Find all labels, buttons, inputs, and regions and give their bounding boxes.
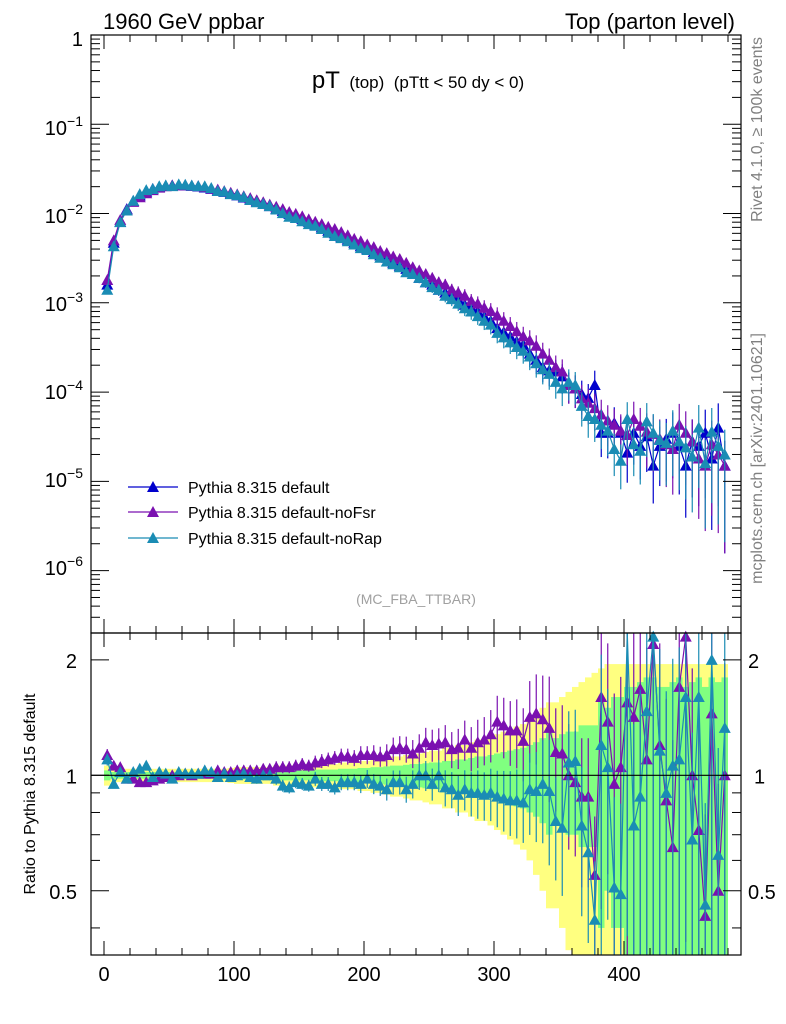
ratio-tick-label-2: 2 (66, 651, 77, 673)
analysis-watermark: (MC_FBA_TTBAR) (356, 591, 476, 607)
x-tick-label-0: 0 (98, 964, 109, 986)
axes-ticks (91, 34, 741, 955)
legend-marker-norap (147, 532, 159, 543)
mcplots-reference-label: mcplots.cern.ch [arXiv:2401.10621] (749, 333, 766, 584)
ratio-band-inner (591, 725, 598, 848)
ratio-point (595, 738, 608, 750)
ratio-line-1 (106, 632, 726, 920)
series-line-2 (106, 183, 726, 464)
y-tick-label-1e-4: 10−4 (45, 377, 83, 404)
legend-marker-default (147, 481, 159, 492)
rivet-version-label: Rivet 4.1.0, ≥ 100k events (749, 37, 766, 222)
plot-title: pT (top) (pTtt < 50 dy < 0) (312, 67, 524, 94)
legend-marker-nofsr (147, 506, 159, 517)
ratio-tick-label-0.5-right: 0.5 (748, 882, 776, 904)
legend-entry-nofsr: Pythia 8.315 default-noFsr (128, 505, 376, 522)
y-tick-label-1e-6: 10−6 (45, 553, 83, 580)
header-energy: 1960 GeV ppbar (103, 9, 264, 34)
ratio-tick-label-1: 1 (66, 766, 77, 788)
legend-entry-norap: Pythia 8.315 default-noRap (128, 531, 382, 548)
header-process: Top (parton level) (565, 9, 735, 34)
main-series-layer (101, 178, 731, 554)
x-tick-label-400: 400 (607, 964, 640, 986)
ratio-series-layer (101, 630, 731, 955)
legend-entry-default: Pythia 8.315 default (128, 480, 330, 497)
ratio-y-axis-label: Ratio to Pythia 8.315 default (22, 693, 39, 895)
y-tick-label-1: 1 (72, 29, 83, 51)
ratio-point (634, 682, 647, 694)
legend-label-default: Pythia 8.315 default (188, 480, 330, 497)
ratio-tick-label-1-right: 1 (754, 766, 765, 788)
data-point (692, 421, 705, 433)
y-tick-label-1e-1: 10−1 (45, 113, 83, 140)
ratio-point (692, 691, 705, 703)
y-tick-label-1e-2: 10−2 (45, 201, 83, 228)
ratio-point (101, 753, 114, 765)
plot-title-sub1: (top) (349, 73, 384, 92)
ratio-tick-label-0.5: 0.5 (49, 882, 77, 904)
legend: Pythia 8.315 default Pythia 8.315 defaul… (128, 480, 382, 548)
x-tick-label-100: 100 (217, 964, 250, 986)
data-point (621, 412, 634, 424)
ratio-uncertainty-bands (104, 664, 728, 955)
plot-title-sub2: (pTtt < 50 dy < 0) (394, 73, 524, 92)
x-tick-label-300: 300 (477, 964, 510, 986)
legend-label-nofsr: Pythia 8.315 default-noFsr (188, 505, 376, 522)
y-tick-label-1e-5: 10−5 (45, 465, 83, 492)
legend-label-norap: Pythia 8.315 default-noRap (188, 531, 382, 548)
ratio-point (679, 691, 692, 703)
x-tick-label-200: 200 (347, 964, 380, 986)
plot-title-main: pT (312, 67, 340, 94)
y-tick-label-1e-3: 10−3 (45, 289, 83, 316)
ratio-tick-label-2-right: 2 (748, 651, 759, 673)
ratio-point (718, 721, 731, 733)
ratio-point (705, 653, 718, 665)
